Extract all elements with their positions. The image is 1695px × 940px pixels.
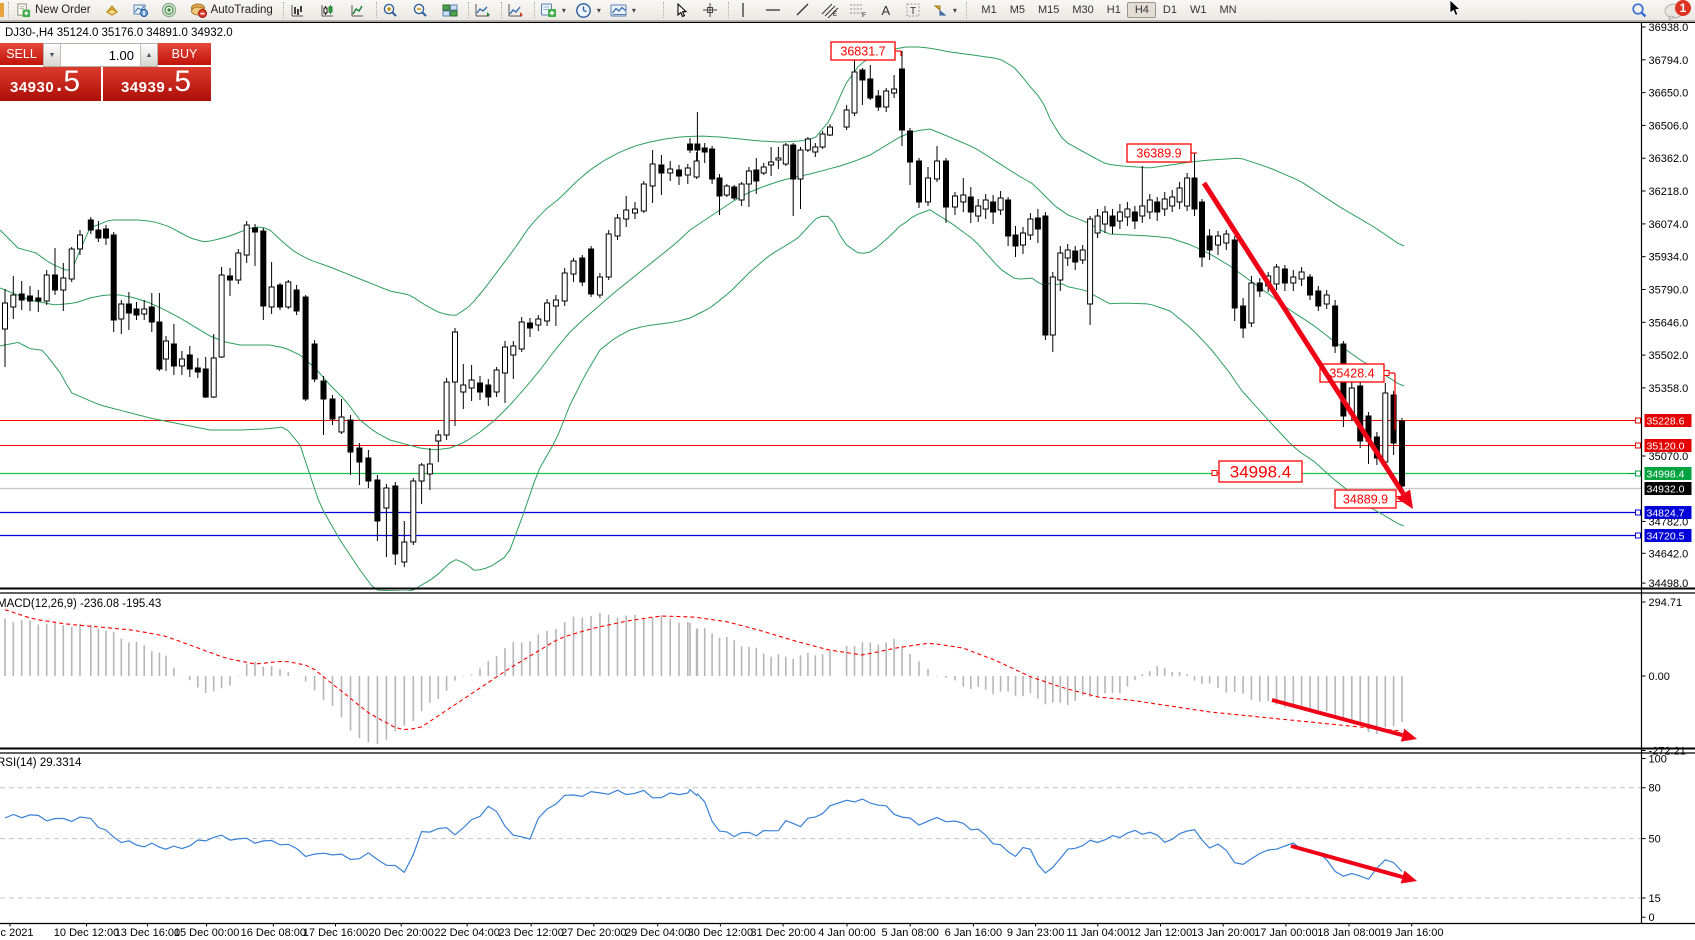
- svg-text:23 Dec 12:00: 23 Dec 12:00: [498, 927, 563, 939]
- svg-text:0: 0: [1649, 912, 1655, 924]
- svg-text:80: 80: [1649, 783, 1661, 795]
- svg-text:35358.0: 35358.0: [1649, 383, 1689, 395]
- svg-text:15: 15: [1649, 893, 1661, 905]
- svg-text:36831.7: 36831.7: [840, 45, 885, 59]
- svg-text:34932.0: 34932.0: [1647, 484, 1685, 496]
- svg-text:35120.0: 35120.0: [1647, 441, 1685, 453]
- svg-text:13 Dec 16:00: 13 Dec 16:00: [115, 927, 180, 939]
- svg-text:294.71: 294.71: [1649, 597, 1683, 609]
- svg-text:10 Dec 12:00: 10 Dec 12:00: [54, 927, 119, 939]
- svg-text:36362.0: 36362.0: [1649, 153, 1689, 165]
- svg-text:34720.5: 34720.5: [1647, 531, 1685, 543]
- svg-text:34824.7: 34824.7: [1647, 508, 1685, 520]
- svg-text:19 Jan 16:00: 19 Jan 16:00: [1380, 927, 1444, 939]
- svg-text:5 Jan 08:00: 5 Jan 08:00: [881, 927, 939, 939]
- svg-text:34498.0: 34498.0: [1649, 578, 1689, 590]
- svg-text:E: E: [833, 12, 837, 18]
- svg-text:100: 100: [1649, 754, 1667, 766]
- svg-text:36650.0: 36650.0: [1649, 88, 1689, 100]
- svg-text:30 Dec 12:00: 30 Dec 12:00: [688, 927, 753, 939]
- svg-text:RSI(14) 29.3314: RSI(14) 29.3314: [0, 757, 82, 769]
- svg-text:36389.9: 36389.9: [1136, 147, 1181, 161]
- svg-text:15 Dec 00:00: 15 Dec 00:00: [174, 927, 239, 939]
- svg-text:MACD(12,26,9) -236.08 -195.43: MACD(12,26,9) -236.08 -195.43: [0, 598, 161, 610]
- svg-text:-272.21: -272.21: [1649, 746, 1686, 758]
- svg-text:36074.0: 36074.0: [1649, 219, 1689, 231]
- svg-text:31 Dec 20:00: 31 Dec 20:00: [750, 927, 815, 939]
- svg-text:35070.0: 35070.0: [1649, 451, 1689, 463]
- svg-text:1: 1: [1680, 1, 1687, 15]
- svg-text:35228.6: 35228.6: [1647, 416, 1685, 428]
- svg-text:36506.0: 36506.0: [1649, 120, 1689, 132]
- svg-text:12 Jan 12:00: 12 Jan 12:00: [1129, 927, 1193, 939]
- svg-text:18 Jan 08:00: 18 Jan 08:00: [1317, 927, 1381, 939]
- svg-text:6 Jan 16:00: 6 Jan 16:00: [945, 927, 1003, 939]
- svg-text:50: 50: [1649, 834, 1661, 846]
- svg-text:T: T: [910, 6, 916, 17]
- svg-text:29 Dec 04:00: 29 Dec 04:00: [625, 927, 690, 939]
- svg-text:DJ30-,H4 35124.0 35176.0 3489: DJ30-,H4 35124.0 35176.0 34891.0 34932.0: [5, 27, 233, 39]
- svg-text:11 Jan 04:00: 11 Jan 04:00: [1066, 927, 1129, 939]
- svg-text:Dec 2021: Dec 2021: [0, 927, 34, 939]
- svg-text:36938.0: 36938.0: [1649, 22, 1689, 34]
- svg-text:35790.0: 35790.0: [1649, 285, 1689, 297]
- svg-text:F: F: [862, 12, 866, 18]
- svg-text:4 Jan 00:00: 4 Jan 00:00: [818, 927, 876, 939]
- svg-text:9 Jan 23:00: 9 Jan 23:00: [1007, 927, 1065, 939]
- svg-text:22 Dec 04:00: 22 Dec 04:00: [434, 927, 499, 939]
- svg-text:34782.0: 34782.0: [1649, 516, 1689, 528]
- svg-text:17 Jan 00:00: 17 Jan 00:00: [1254, 927, 1318, 939]
- svg-text:16 Dec 08:00: 16 Dec 08:00: [241, 927, 306, 939]
- svg-text:36218.0: 36218.0: [1649, 186, 1689, 198]
- svg-text:35934.0: 35934.0: [1649, 252, 1689, 264]
- svg-text:35646.0: 35646.0: [1649, 317, 1689, 329]
- svg-text:0.00: 0.00: [1649, 671, 1670, 683]
- svg-text:34642.0: 34642.0: [1649, 548, 1689, 560]
- svg-text:20 Dec 20:00: 20 Dec 20:00: [368, 927, 433, 939]
- svg-text:35428.4: 35428.4: [1329, 367, 1374, 381]
- svg-text:36794.0: 36794.0: [1649, 55, 1689, 67]
- svg-text:27 Dec 20:00: 27 Dec 20:00: [561, 927, 626, 939]
- svg-text:34998.4: 34998.4: [1230, 463, 1291, 482]
- svg-text:35502.0: 35502.0: [1649, 350, 1689, 362]
- svg-text:17 Dec 16:00: 17 Dec 16:00: [303, 927, 368, 939]
- svg-text:34889.9: 34889.9: [1343, 493, 1388, 507]
- svg-text:34998.4: 34998.4: [1647, 469, 1685, 481]
- svg-text:13 Jan 20:00: 13 Jan 20:00: [1191, 927, 1255, 939]
